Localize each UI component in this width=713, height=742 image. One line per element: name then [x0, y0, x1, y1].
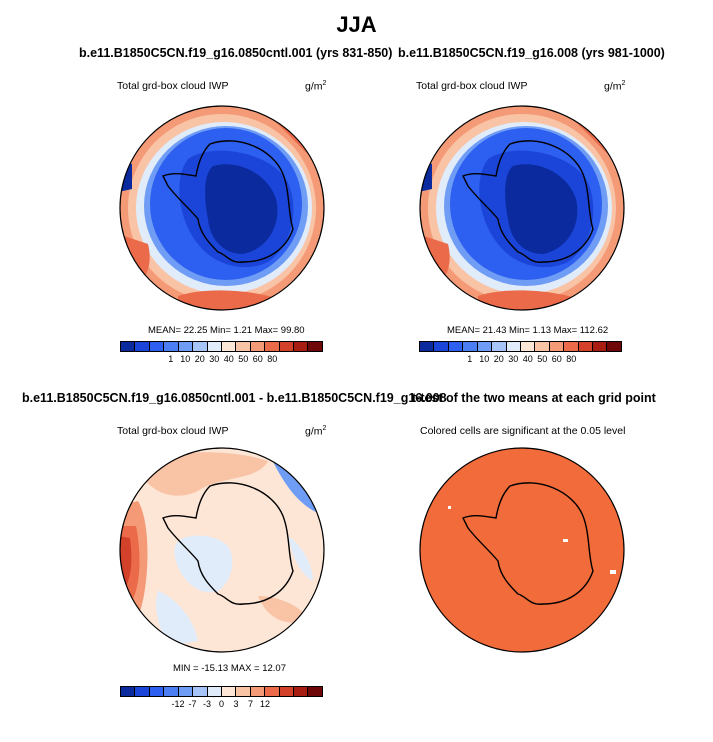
colorbar-swatch [433, 342, 448, 351]
colorbar-swatch [206, 342, 221, 351]
colorbar-tick-label: 40 [223, 354, 234, 364]
panel4-title: t-test of the two means at each grid poi… [412, 391, 656, 405]
colorbar-tick-label: 30 [508, 354, 519, 364]
colorbar-tick-label: 60 [252, 354, 263, 364]
colorbar-swatch [121, 342, 135, 351]
colorbar-swatch [476, 342, 492, 351]
panel3-map [119, 447, 325, 653]
panel2-title: b.e11.B1850C5CN.f19_g16.008 (yrs 981-100… [398, 46, 665, 60]
colorbar-tick-label: 10 [180, 354, 191, 364]
colorbar-swatch [462, 342, 477, 351]
colorbar-tick-label: 7 [247, 699, 254, 709]
colorbar-swatch [491, 342, 506, 351]
colorbar-tick-label: 50 [537, 354, 548, 364]
panel2-subtitle: Total grd-box cloud IWP [416, 80, 528, 92]
colorbar-tick-label: 50 [238, 354, 249, 364]
colorbar-swatch [192, 342, 207, 351]
significance-fill [420, 448, 624, 652]
colorbar-swatch [548, 342, 564, 351]
panel3-colorbar [120, 686, 323, 697]
colorbar-swatch [606, 342, 621, 351]
colorbar-swatch [505, 342, 520, 351]
colorbar-swatch [163, 687, 178, 696]
colorbar-tick-label: 10 [479, 354, 490, 364]
colorbar-swatch [148, 342, 164, 351]
panel1-units: g/m2 [305, 80, 327, 93]
colorbar-swatch [206, 687, 221, 696]
colorbar-swatch [307, 687, 322, 696]
colorbar-tick-label: 20 [194, 354, 205, 364]
panel1-stats: MEAN= 22.25 Min= 1.21 Max= 99.80 [148, 325, 305, 336]
colorbar-swatch [278, 342, 294, 351]
colorbar-swatch [264, 342, 279, 351]
panel2-stats: MEAN= 21.43 Min= 1.13 Max= 112.62 [447, 325, 609, 336]
colorbar-swatch [121, 687, 135, 696]
colorbar-swatch [563, 342, 578, 351]
panel1-colorbar [120, 341, 323, 352]
panel1-map [119, 105, 325, 311]
colorbar-swatch [420, 342, 434, 351]
colorbar-swatch [519, 342, 535, 351]
colorbar-swatch [592, 342, 607, 351]
colorbar-swatch [177, 687, 193, 696]
colorbar-tick-label: 60 [551, 354, 562, 364]
main-title: JJA [336, 12, 377, 37]
colorbar-swatch [163, 342, 178, 351]
colorbar-swatch [577, 342, 593, 351]
panel1-subtitle: Total grd-box cloud IWP [117, 80, 229, 92]
colorbar-swatch [134, 342, 149, 351]
colorbar-swatch [220, 342, 236, 351]
colorbar-tick-label: 80 [267, 354, 278, 364]
colorbar-tick-label: -7 [188, 699, 197, 709]
colorbar-tick-label: 12 [259, 699, 271, 709]
colorbar-swatch [264, 687, 279, 696]
colorbar-swatch [249, 687, 265, 696]
colorbar-swatch [177, 342, 193, 351]
panel3-subtitle: Total grd-box cloud IWP [117, 425, 229, 437]
panel4-map [419, 447, 625, 653]
colorbar-swatch [293, 342, 308, 351]
colorbar-swatch [293, 687, 308, 696]
colorbar-swatch [235, 342, 250, 351]
panel2-colorbar [419, 341, 622, 352]
colorbar-swatch [447, 342, 463, 351]
colorbar-tick-label: 80 [566, 354, 577, 364]
colorbar-swatch [307, 342, 322, 351]
panel2-units: g/m2 [604, 80, 626, 93]
panel1-title: b.e11.B1850C5CN.f19_g16.0850cntl.001 (yr… [79, 46, 393, 60]
colorbar-tick-label: 20 [493, 354, 504, 364]
colorbar-tick-label: 1 [467, 354, 473, 364]
colorbar-swatch [235, 687, 250, 696]
panel2-map [419, 105, 625, 311]
colorbar-tick-label: 3 [233, 699, 239, 709]
colorbar-tick-label: 40 [522, 354, 533, 364]
colorbar-swatch [249, 342, 265, 351]
colorbar-swatch [134, 687, 149, 696]
panel4-subtitle: Colored cells are significant at the 0.0… [420, 425, 626, 437]
colorbar-swatch [278, 687, 294, 696]
colorbar-swatch [148, 687, 164, 696]
colorbar-swatch [192, 687, 207, 696]
colorbar-swatch [534, 342, 549, 351]
colorbar-tick-label: -3 [202, 699, 212, 709]
panel3-stats: MIN = -15.13 MAX = 12.07 [173, 663, 287, 674]
panel3-title: b.e11.B1850C5CN.f19_g16.0850cntl.001 - b… [22, 391, 447, 405]
colorbar-tick-label: 30 [209, 354, 220, 364]
colorbar-swatch [220, 687, 236, 696]
colorbar-tick-label: 1 [168, 354, 174, 364]
colorbar-tick-label: 0 [218, 699, 225, 709]
panel3-units: g/m2 [305, 425, 327, 438]
colorbar-tick-label: -12 [171, 699, 185, 709]
